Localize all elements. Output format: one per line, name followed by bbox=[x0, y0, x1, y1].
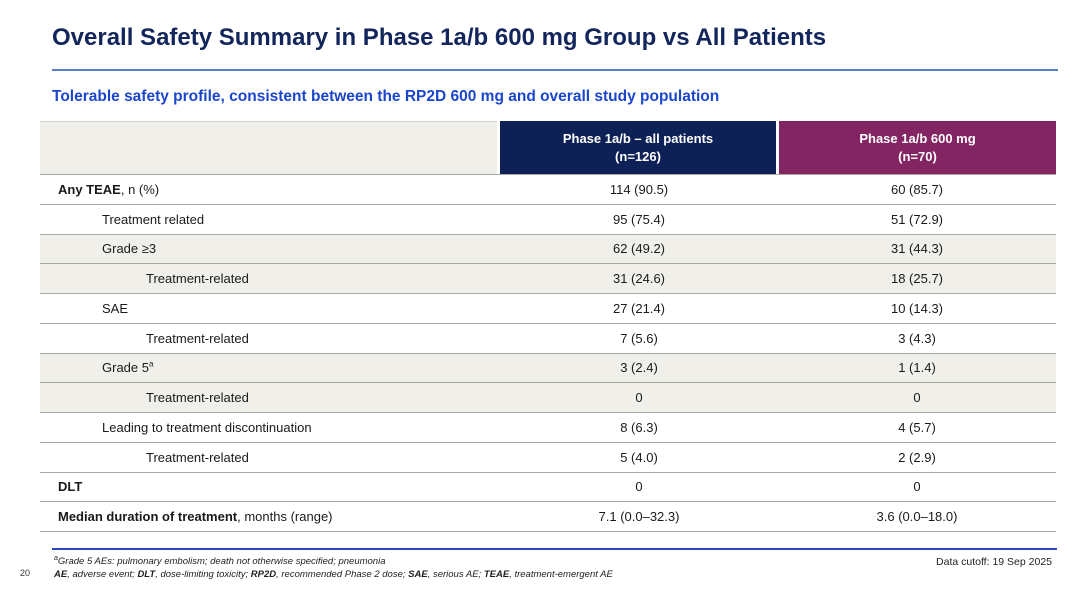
column-header-subtitle: (n=126) bbox=[615, 148, 661, 164]
row-value: 60 (85.7) bbox=[890, 181, 944, 197]
row-label: Treatment related bbox=[102, 211, 205, 227]
row-value: 18 (25.7) bbox=[890, 271, 944, 287]
footnote-segment: SAE bbox=[408, 569, 428, 580]
row-label: Treatment-related bbox=[146, 390, 249, 406]
row-value: 0 bbox=[635, 390, 643, 406]
row-value: 1 (1.4) bbox=[898, 360, 936, 376]
table-row: Median duration of treatment, months (ra… bbox=[40, 501, 1056, 531]
row-value: 4 (5.7) bbox=[898, 419, 936, 435]
row-value: 10 (14.3) bbox=[890, 300, 944, 316]
row-label: SAE bbox=[102, 300, 129, 316]
row-value: 5 (4.0) bbox=[620, 449, 658, 465]
row-value: 0 bbox=[913, 479, 921, 495]
page-subtitle: Tolerable safety profile, consistent bet… bbox=[52, 88, 720, 105]
row-label: Treatment-related bbox=[146, 330, 249, 346]
page-title: Overall Safety Summary in Phase 1a/b 600… bbox=[52, 24, 827, 51]
row-value: 31 (24.6) bbox=[612, 271, 666, 287]
row-value: 95 (75.4) bbox=[612, 211, 666, 227]
table-row: Leading to treatment discontinuation 8 (6… bbox=[40, 412, 1056, 442]
table-header-row: Phase 1a/b – all patients (n=126) Phase … bbox=[40, 121, 1056, 174]
column-header-all-patients: Phase 1a/b – all patients (n=126) bbox=[500, 121, 776, 174]
page-number: 20 bbox=[20, 568, 31, 578]
row-value: 62 (49.2) bbox=[612, 241, 666, 257]
footnote-segment: , serious AE; bbox=[427, 569, 484, 580]
row-value: 31 (44.3) bbox=[890, 241, 944, 257]
row-value: 8 (6.3) bbox=[620, 419, 658, 435]
row-label: Treatment-related bbox=[146, 271, 249, 287]
footnote-grade5-text: Grade 5 AEs: pulmonary embolism; death n… bbox=[57, 556, 386, 567]
column-header-title: Phase 1a/b – all patients bbox=[562, 130, 714, 146]
footnote-segment: RP2D bbox=[250, 569, 277, 580]
footnote-segment: , adverse event; bbox=[67, 569, 138, 580]
footnote-superscript: a bbox=[54, 554, 58, 562]
table-row: SAE 27 (21.4) 10 (14.3) bbox=[40, 293, 1056, 323]
footnote-segment: TEAE bbox=[483, 569, 510, 580]
footnote-grade5: aGrade 5 AEs: pulmonary embolism; death … bbox=[54, 554, 386, 567]
table-row: Any TEAE, n (%) 114 (90.5) 60 (85.7) bbox=[40, 174, 1056, 204]
row-value: 3 (4.3) bbox=[898, 330, 936, 346]
row-value: 3 (2.4) bbox=[620, 360, 658, 376]
row-label: Any TEAE, n (%) bbox=[58, 181, 160, 197]
table-row: Treatment-related 7 (5.6) 3 (4.3) bbox=[40, 322, 1056, 353]
footnote-segment: , recommended Phase 2 dose; bbox=[276, 569, 409, 580]
table-row: Treatment related 95 (75.4) 51 (72.9) bbox=[40, 203, 1056, 234]
row-value: 0 bbox=[635, 479, 643, 495]
table-body: Any TEAE, n (%) 114 (90.5) 60 (85.7) Treatm… bbox=[40, 174, 1056, 532]
table-row: Grade ≥3 62 (49.2) 31 (44.3) bbox=[40, 233, 1056, 264]
row-value: 27 (21.4) bbox=[612, 300, 666, 316]
column-header-title: Phase 1a/b 600 mg bbox=[859, 130, 976, 146]
data-cutoff-label: Data cutoff: 19 Sep 2025 bbox=[936, 556, 1052, 568]
footnote-abbreviations: AE, adverse event; DLT, dose-limiting to… bbox=[54, 569, 613, 580]
column-header-600mg: Phase 1a/b 600 mg (n=70) bbox=[779, 121, 1056, 174]
row-label: Grade ≥3 bbox=[102, 241, 157, 257]
row-value: 7.1 (0.0–32.3) bbox=[598, 509, 680, 525]
table-row: Treatment-related 0 0 bbox=[40, 382, 1056, 412]
row-value: 3.6 (0.0–18.0) bbox=[876, 509, 958, 525]
header-spacer-cell bbox=[40, 121, 497, 174]
row-value: 7 (5.6) bbox=[620, 330, 658, 346]
row-value: 2 (2.9) bbox=[898, 449, 936, 465]
footnote-segment: AE bbox=[54, 569, 68, 580]
footer-divider bbox=[52, 548, 1057, 550]
table-row: DLT 0 0 bbox=[40, 471, 1056, 502]
footnote-segment: , dose-limiting toxicity; bbox=[155, 569, 251, 580]
row-label: DLT bbox=[58, 479, 83, 495]
row-value: 114 (90.5) bbox=[609, 181, 669, 197]
row-value: 0 bbox=[913, 390, 921, 406]
column-header-subtitle: (n=70) bbox=[898, 148, 937, 164]
table-row: Treatment-related 5 (4.0) 2 (2.9) bbox=[40, 441, 1056, 472]
row-label: Grade 5a bbox=[102, 360, 154, 376]
table-row: Treatment-related 31 (24.6) 18 (25.7) bbox=[40, 263, 1056, 293]
safety-table: Phase 1a/b – all patients (n=126) Phase … bbox=[40, 121, 1056, 532]
footnote-segment: , treatment-emergent AE bbox=[509, 569, 613, 580]
row-label: Median duration of treatment, months (ra… bbox=[58, 509, 333, 525]
footnote-segment: DLT bbox=[137, 569, 156, 580]
title-divider bbox=[52, 69, 1058, 71]
row-label: Treatment-related bbox=[146, 449, 249, 465]
row-value: 51 (72.9) bbox=[890, 211, 944, 227]
row-label: Leading to treatment discontinuation bbox=[102, 419, 312, 435]
table-row: Grade 5a 3 (2.4) 1 (1.4) bbox=[40, 352, 1056, 383]
